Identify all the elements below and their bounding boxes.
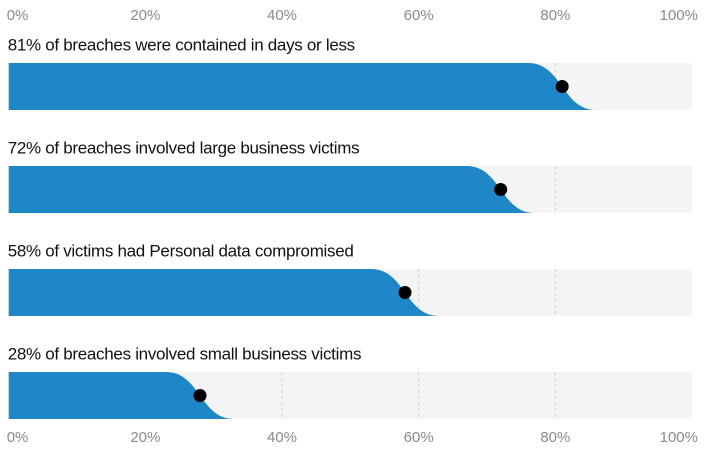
value-dot (398, 286, 412, 299)
x-tick-label: 0% (7, 7, 29, 24)
bar (8, 166, 535, 213)
category-label: 58% of victims had Personal data comprom… (8, 241, 354, 260)
x-tick-label: 20% (130, 7, 160, 24)
value-dot (555, 80, 569, 93)
x-tick-label: 20% (130, 429, 160, 446)
category-label: 28% of breaches involved small business … (8, 344, 361, 363)
bar (8, 63, 597, 110)
value-dot (494, 183, 508, 196)
category-label: 72% of breaches involved large business … (8, 138, 360, 157)
x-tick-label: 80% (540, 429, 570, 446)
category-label: 81% of breaches were contained in days o… (8, 35, 355, 54)
x-tick-label: 60% (404, 429, 434, 446)
x-tick-label: 60% (404, 7, 434, 24)
bar (8, 269, 440, 316)
x-tick-label: 100% (660, 429, 698, 446)
bar (8, 372, 235, 419)
x-tick-label: 100% (660, 7, 698, 24)
x-tick-label: 0% (7, 429, 29, 446)
x-tick-label: 40% (267, 7, 297, 24)
value-dot (193, 389, 207, 402)
x-tick-label: 80% (540, 7, 570, 24)
x-tick-label: 40% (267, 429, 297, 446)
